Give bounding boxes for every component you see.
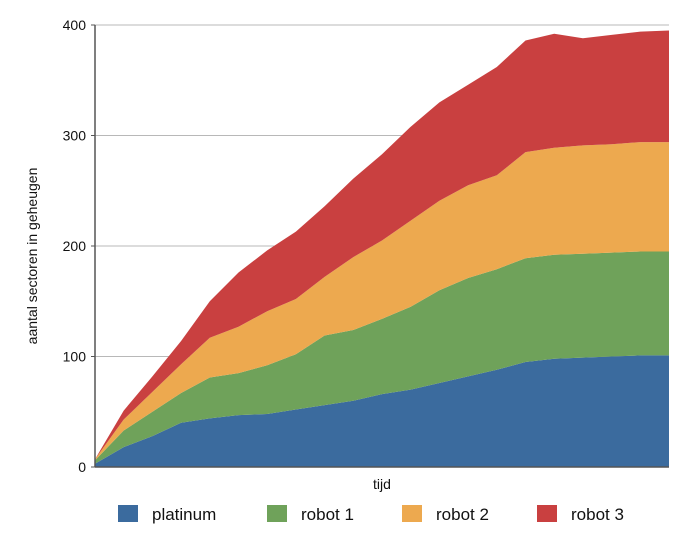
area-platinum [95,355,669,467]
legend-swatch-robot-2 [402,505,422,522]
y-tick-labels: 0 100 200 300 400 [63,17,87,475]
legend-swatch-robot-3 [537,505,557,522]
legend-label-robot-3: robot 3 [571,505,624,524]
legend-label-platinum: platinum [152,505,216,524]
legend-swatch-platinum [118,505,138,522]
area-robot-1 [95,251,669,464]
legend: platinum robot 1 robot 2 robot 3 [118,505,624,524]
legend-swatch-robot-1 [267,505,287,522]
area-robot-2 [95,142,669,461]
y-tick-label: 400 [63,17,87,33]
y-tick-label: 200 [63,238,87,254]
y-axis-label: aantal sectoren in geheugen [24,168,40,345]
area-series [95,30,669,467]
legend-label-robot-2: robot 2 [436,505,489,524]
area-robot-3 [95,30,669,460]
axes [91,24,669,468]
x-axis-label: tijd [373,476,391,492]
y-tick-label: 0 [78,459,86,475]
y-tick-label: 100 [63,349,87,365]
y-tick-label: 300 [63,128,87,144]
legend-label-robot-1: robot 1 [301,505,354,524]
